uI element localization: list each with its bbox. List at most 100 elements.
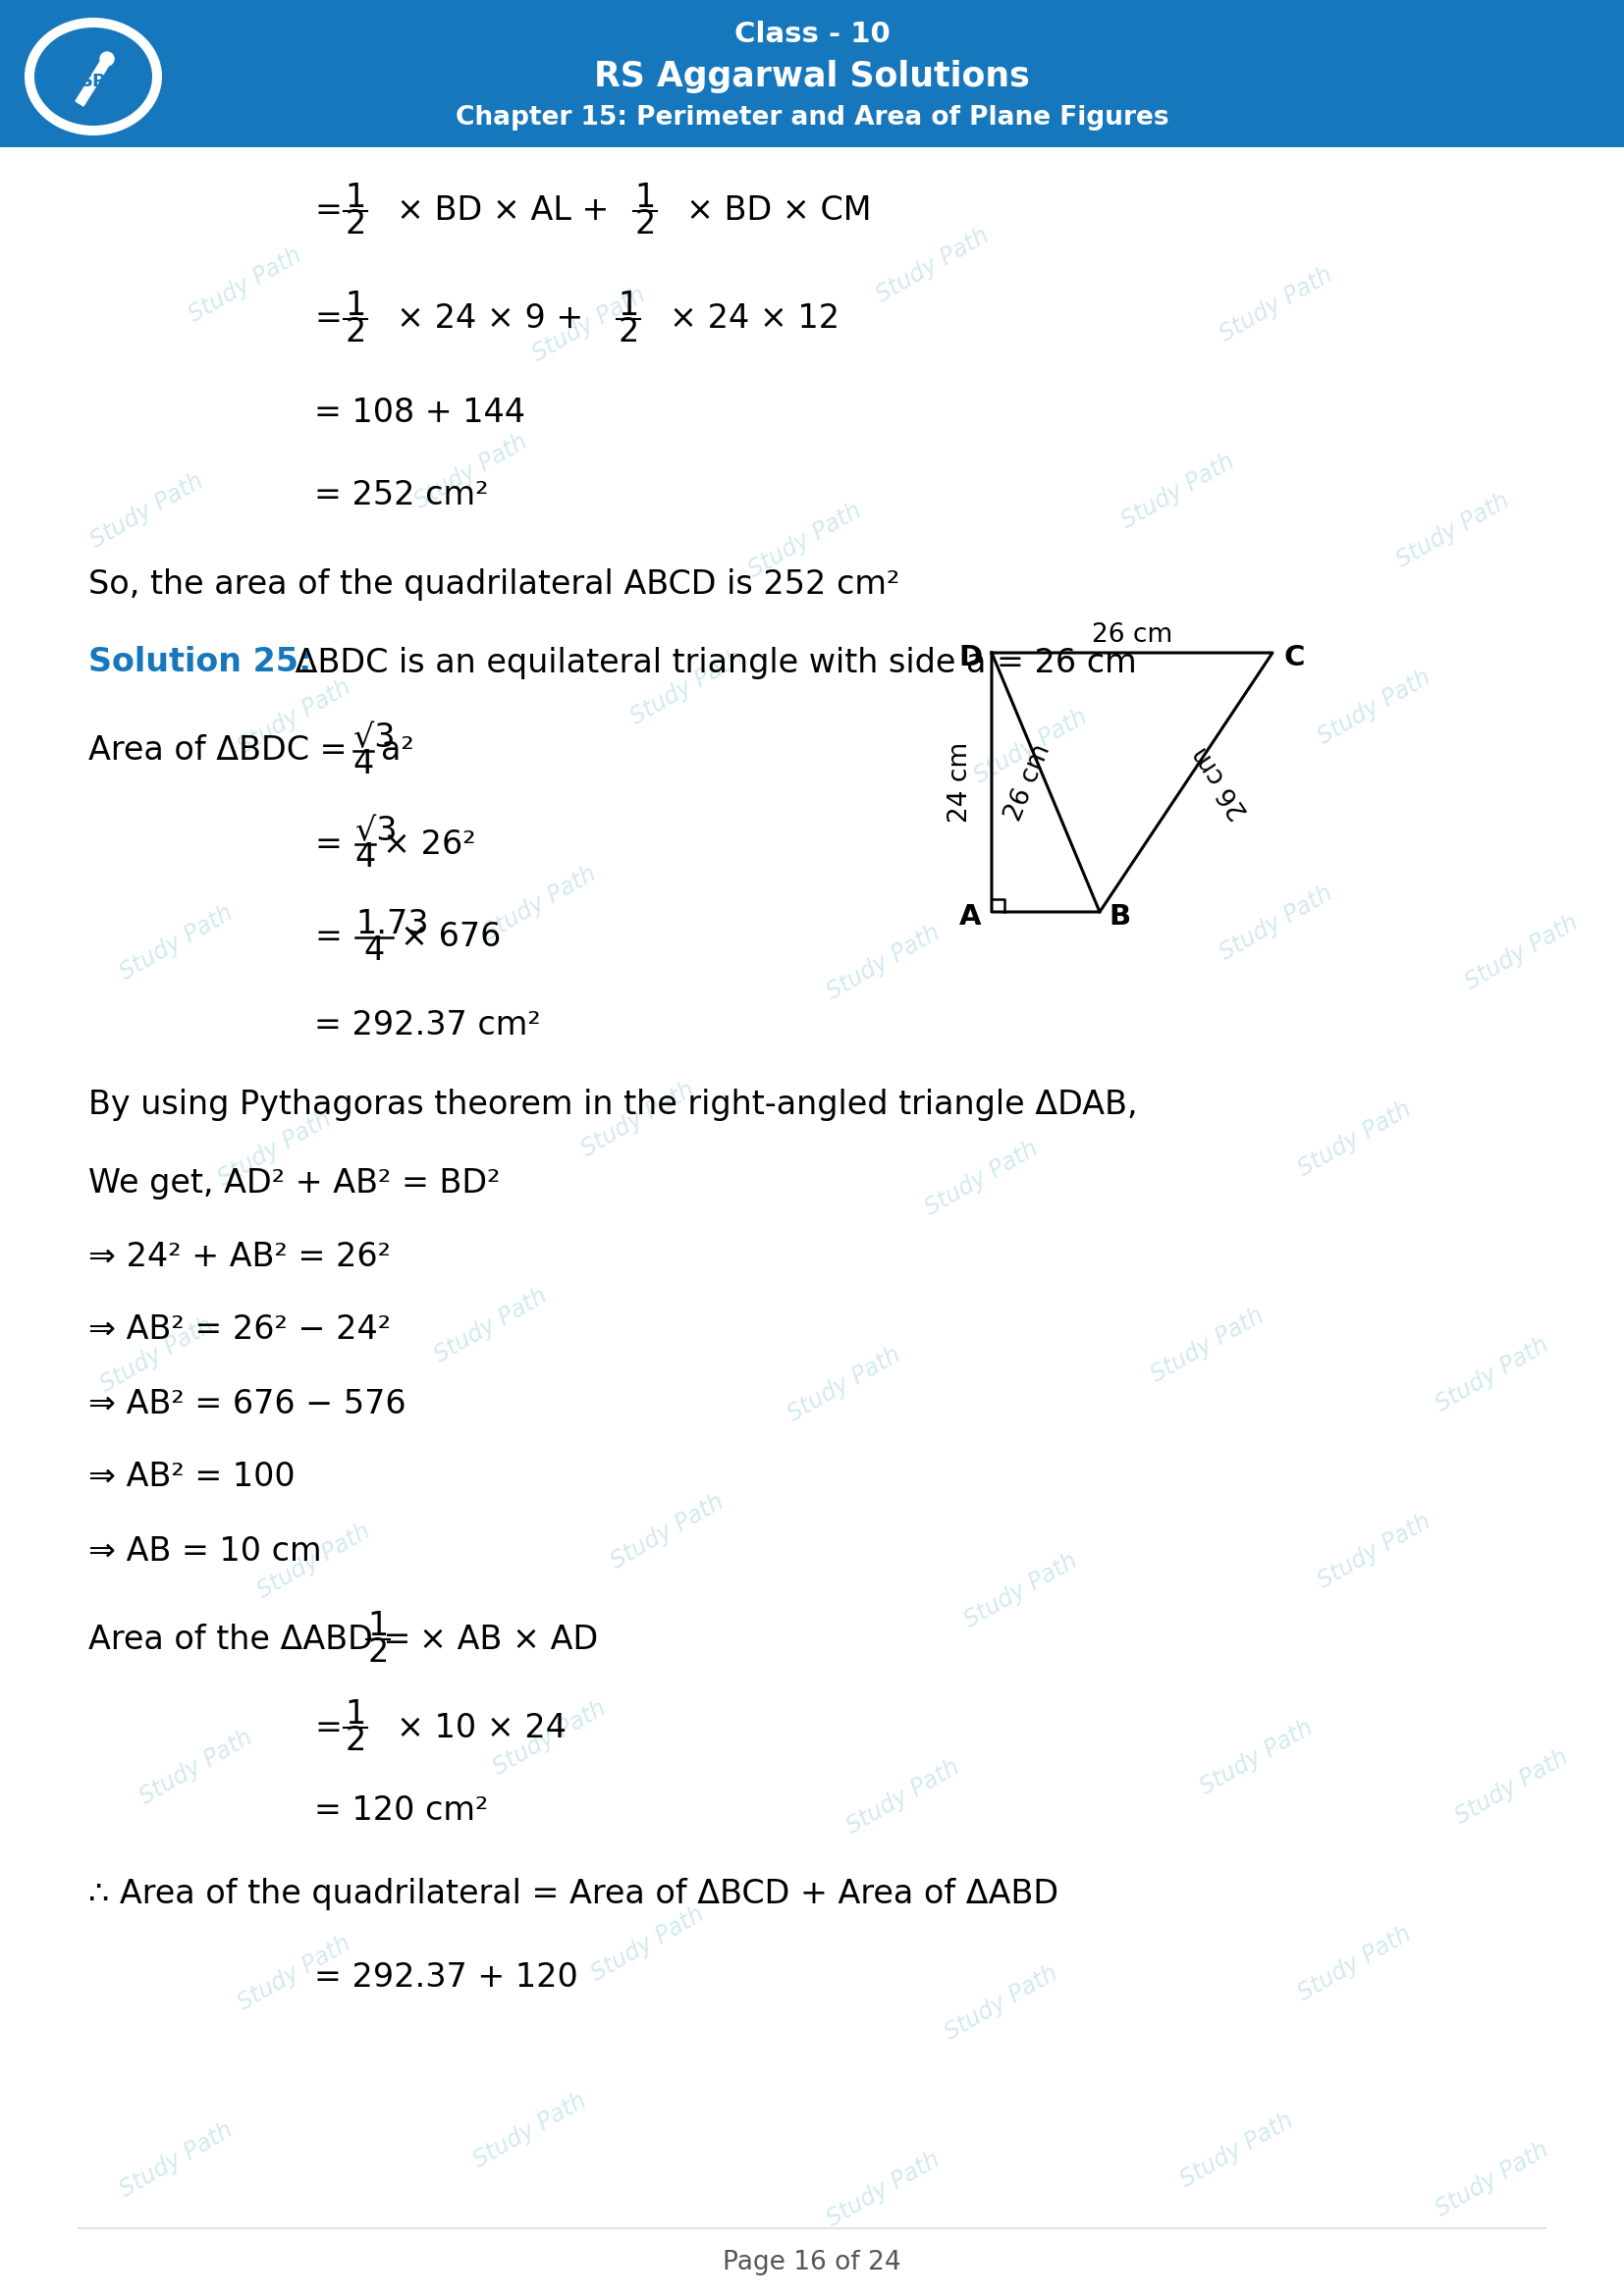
Text: Study Path: Study Path [214, 1107, 336, 1189]
Text: = 292.37 cm²: = 292.37 cm² [313, 1010, 541, 1042]
Text: Study Path: Study Path [1432, 1332, 1553, 1417]
Text: Study Path: Study Path [823, 921, 944, 1003]
Text: 26 cm: 26 cm [1187, 742, 1254, 822]
Text: × 24 × 9 +: × 24 × 9 + [396, 303, 583, 335]
Text: ∴ Area of the quadrilateral = Area of ΔBCD + Area of ΔABD: ∴ Area of the quadrilateral = Area of ΔB… [88, 1878, 1059, 1910]
Text: 2: 2 [617, 317, 638, 349]
Circle shape [101, 53, 114, 67]
Text: Chapter 15: Perimeter and Area of Plane Figures: Chapter 15: Perimeter and Area of Plane … [455, 106, 1169, 131]
Text: Solution 25:: Solution 25: [88, 647, 312, 680]
Text: So, the area of the quadrilateral ABCD is 252 cm²: So, the area of the quadrilateral ABCD i… [88, 567, 900, 599]
Text: Area of ΔBDC =: Area of ΔBDC = [88, 735, 348, 767]
Text: Study Path: Study Path [872, 223, 994, 308]
Text: D: D [958, 643, 983, 670]
Text: Study Path: Study Path [843, 1754, 965, 1839]
Text: Study Path: Study Path [1314, 666, 1436, 748]
Text: Study Path: Study Path [1452, 1745, 1572, 1828]
Text: Study Path: Study Path [1392, 489, 1514, 572]
Text: C: C [1283, 643, 1304, 670]
Text: =: = [313, 1711, 341, 1745]
Text: Page 16 of 24: Page 16 of 24 [723, 2250, 901, 2275]
Text: 1: 1 [367, 1609, 388, 1642]
Text: =: = [313, 921, 341, 953]
Ellipse shape [34, 28, 153, 126]
Text: = 120 cm²: = 120 cm² [313, 1795, 489, 1828]
Text: 1: 1 [344, 181, 365, 214]
Text: =: = [313, 195, 341, 227]
Text: By using Pythagoras theorem in the right-angled triangle ΔDAB,: By using Pythagoras theorem in the right… [88, 1088, 1137, 1120]
Text: Study Path: Study Path [234, 1931, 356, 2016]
Text: 1: 1 [619, 289, 638, 321]
Text: √3: √3 [354, 721, 395, 753]
Text: × 24 × 12: × 24 × 12 [669, 303, 840, 335]
Text: B: B [1109, 902, 1130, 930]
Text: Study Path: Study Path [411, 429, 533, 512]
Text: × 10 × 24: × 10 × 24 [396, 1711, 567, 1745]
Text: 26 cm: 26 cm [1000, 739, 1056, 824]
Text: 1: 1 [344, 1699, 365, 1731]
Text: Study Path: Study Path [1294, 1097, 1416, 1180]
Polygon shape [76, 57, 110, 106]
Text: Study Path: Study Path [578, 1077, 698, 1162]
Text: ΔBDC is an equilateral triangle with side a = 26 cm: ΔBDC is an equilateral triangle with sid… [284, 647, 1137, 680]
Text: Study Path: Study Path [115, 2117, 237, 2202]
Text: Study Path: Study Path [253, 1520, 375, 1603]
Text: Study Path: Study Path [489, 1697, 611, 1779]
Text: 2: 2 [344, 1724, 365, 1756]
Text: 1: 1 [344, 289, 365, 321]
Text: 2: 2 [344, 209, 365, 241]
Text: Study Path: Study Path [185, 243, 305, 326]
Text: ⇒ AB² = 100: ⇒ AB² = 100 [88, 1460, 296, 1492]
Text: Study Path: Study Path [823, 2147, 944, 2232]
Text: Study Path: Study Path [784, 1343, 905, 1426]
Text: Study Path: Study Path [744, 498, 866, 581]
Text: Study Path: Study Path [115, 900, 237, 985]
Text: ⇒ AB² = 676 − 576: ⇒ AB² = 676 − 576 [88, 1387, 406, 1419]
Text: × 26²: × 26² [383, 829, 476, 861]
Text: Study Path: Study Path [96, 1313, 218, 1396]
Text: 24 cm: 24 cm [947, 742, 973, 822]
Text: Study Path: Study Path [86, 468, 208, 553]
Text: SP: SP [81, 73, 106, 90]
Text: Study Path: Study Path [1117, 450, 1239, 533]
Text: Study Path: Study Path [1147, 1304, 1268, 1387]
Text: Study Path: Study Path [136, 1724, 257, 1809]
Text: 2: 2 [344, 317, 365, 349]
Text: 1: 1 [635, 181, 656, 214]
Text: 2: 2 [635, 209, 656, 241]
Text: 26 cm: 26 cm [1091, 622, 1173, 647]
Text: × AB × AD: × AB × AD [419, 1623, 598, 1655]
Text: 4: 4 [352, 748, 374, 781]
Text: √3: √3 [356, 815, 398, 847]
Text: Study Path: Study Path [469, 2089, 591, 2172]
Text: Study Path: Study Path [960, 1548, 1082, 1632]
Text: Study Path: Study Path [430, 1283, 552, 1366]
Text: ⇒ AB² = 26² − 24²: ⇒ AB² = 26² − 24² [88, 1313, 391, 1345]
Text: 2: 2 [367, 1637, 388, 1669]
Text: × BD × CM: × BD × CM [687, 195, 872, 227]
Ellipse shape [24, 18, 162, 135]
Text: Study Path: Study Path [1197, 1715, 1317, 1798]
Text: = 252 cm²: = 252 cm² [313, 480, 489, 512]
Text: 4: 4 [356, 840, 375, 872]
Text: =: = [313, 829, 341, 861]
Text: Study Path: Study Path [1216, 882, 1337, 964]
Text: Area of the ΔABD =: Area of the ΔABD = [88, 1623, 411, 1655]
Text: = 292.37 + 120: = 292.37 + 120 [313, 1961, 578, 1995]
Text: Study Path: Study Path [940, 1961, 1062, 2043]
Text: Study Path: Study Path [479, 861, 601, 946]
Text: = 108 + 144: = 108 + 144 [313, 397, 525, 429]
Text: RS Aggarwal Solutions: RS Aggarwal Solutions [594, 60, 1030, 94]
Text: Study Path: Study Path [1294, 1922, 1416, 2004]
Text: Study Path: Study Path [921, 1137, 1043, 1219]
Text: Study Path: Study Path [1216, 262, 1337, 347]
Text: Study Path: Study Path [1314, 1508, 1436, 1593]
Text: 1.73: 1.73 [356, 909, 429, 941]
Text: × 676: × 676 [401, 921, 502, 953]
Text: =: = [313, 303, 341, 335]
Text: Study Path: Study Path [528, 282, 650, 365]
Text: Study Path: Study Path [1432, 2138, 1553, 2220]
Text: Study Path: Study Path [1176, 2108, 1298, 2193]
Text: Study Path: Study Path [627, 645, 749, 728]
Text: Study Path: Study Path [588, 1901, 708, 1986]
